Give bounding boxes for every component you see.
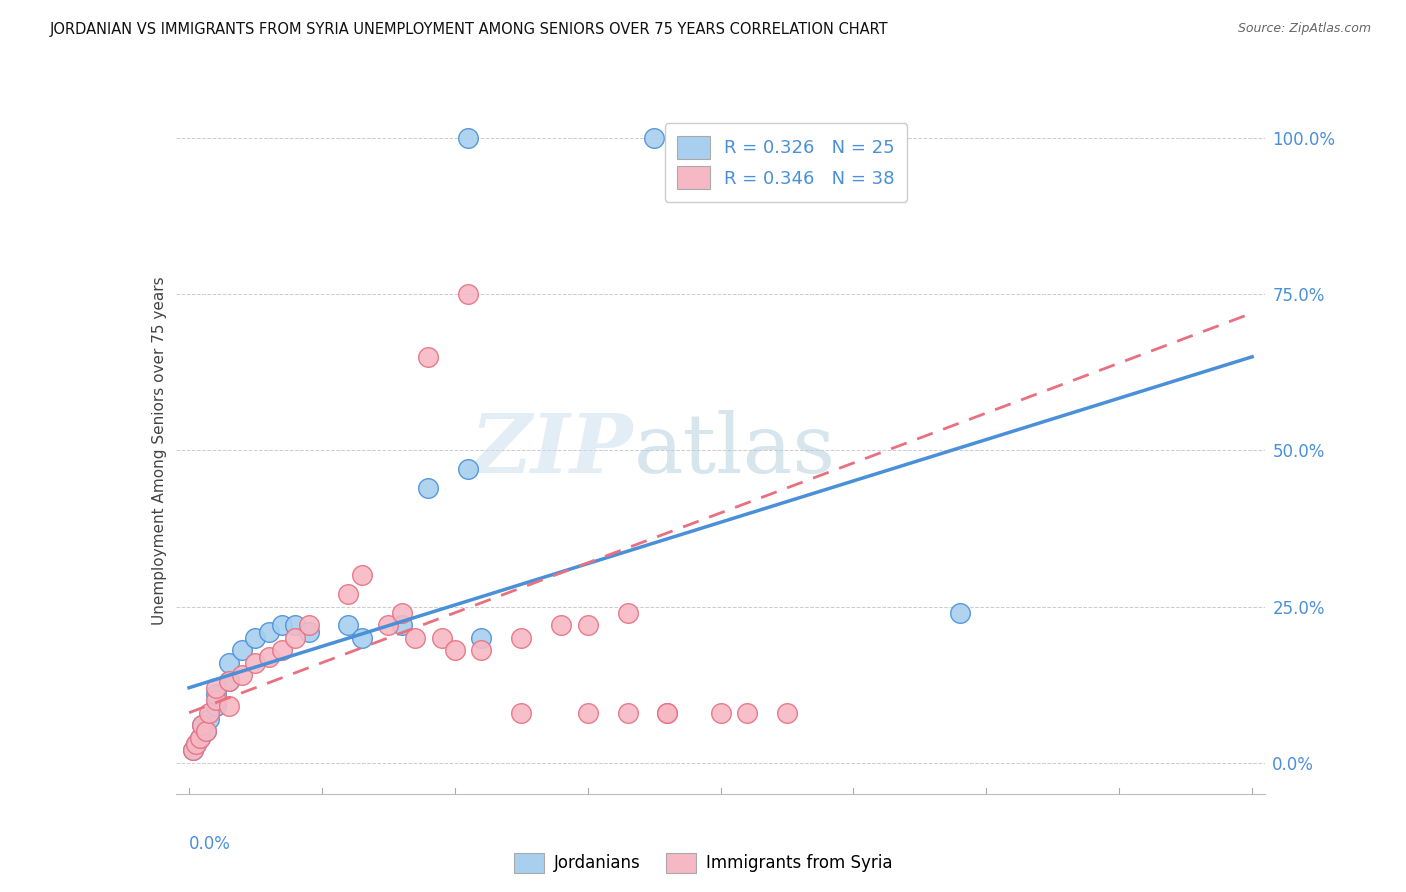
Point: [404, 631, 426, 645]
Y-axis label: Unemployment Among Seniors over 75 years: Unemployment Among Seniors over 75 years: [152, 277, 167, 624]
Point: [457, 462, 479, 476]
Text: Source: ZipAtlas.com: Source: ZipAtlas.com: [1237, 22, 1371, 36]
Point: [350, 631, 373, 645]
Point: [298, 618, 321, 632]
Point: [271, 618, 294, 632]
Point: [204, 681, 226, 695]
Point: [271, 643, 294, 657]
Point: [195, 724, 218, 739]
Point: [218, 674, 240, 689]
Point: [550, 618, 572, 632]
Point: [181, 743, 204, 757]
Text: ZIP: ZIP: [471, 410, 633, 491]
Point: [188, 731, 211, 745]
Legend: R = 0.326   N = 25, R = 0.346   N = 38: R = 0.326 N = 25, R = 0.346 N = 38: [665, 123, 907, 202]
Point: [337, 618, 360, 632]
Point: [245, 656, 267, 670]
Point: [195, 724, 218, 739]
Point: [418, 481, 440, 495]
Point: [184, 737, 207, 751]
Point: [191, 718, 214, 732]
Point: [510, 706, 533, 720]
Point: [616, 706, 638, 720]
Point: [430, 631, 453, 645]
Point: [457, 131, 479, 145]
Point: [257, 649, 280, 664]
Point: [245, 631, 267, 645]
Point: [391, 618, 413, 632]
Point: [218, 656, 240, 670]
Point: [204, 687, 226, 701]
Point: [204, 693, 226, 707]
Point: [337, 587, 360, 601]
Point: [377, 618, 399, 632]
Point: [643, 131, 665, 145]
Point: [418, 350, 440, 364]
Point: [184, 737, 207, 751]
Point: [616, 606, 638, 620]
Point: [350, 568, 373, 582]
Point: [218, 699, 240, 714]
Point: [188, 731, 211, 745]
Point: [657, 706, 679, 720]
Point: [231, 668, 253, 682]
Point: [284, 618, 307, 632]
Point: [576, 706, 599, 720]
Point: [218, 674, 240, 689]
Point: [576, 618, 599, 632]
Point: [457, 287, 479, 301]
Point: [298, 624, 321, 639]
Point: [391, 606, 413, 620]
Point: [735, 706, 758, 720]
Point: [198, 706, 221, 720]
Point: [198, 712, 221, 726]
Point: [710, 706, 733, 720]
Point: [284, 631, 307, 645]
Point: [470, 643, 492, 657]
Point: [949, 606, 972, 620]
Point: [231, 643, 253, 657]
Legend: Jordanians, Immigrants from Syria: Jordanians, Immigrants from Syria: [508, 847, 898, 880]
Point: [470, 631, 492, 645]
Text: JORDANIAN VS IMMIGRANTS FROM SYRIA UNEMPLOYMENT AMONG SENIORS OVER 75 YEARS CORR: JORDANIAN VS IMMIGRANTS FROM SYRIA UNEMP…: [49, 22, 887, 37]
Point: [776, 706, 799, 720]
Point: [257, 624, 280, 639]
Point: [657, 706, 679, 720]
Point: [443, 643, 465, 657]
Text: atlas: atlas: [633, 410, 835, 491]
Point: [204, 699, 226, 714]
Point: [191, 718, 214, 732]
Point: [510, 631, 533, 645]
Text: 0.0%: 0.0%: [188, 835, 231, 853]
Point: [181, 743, 204, 757]
